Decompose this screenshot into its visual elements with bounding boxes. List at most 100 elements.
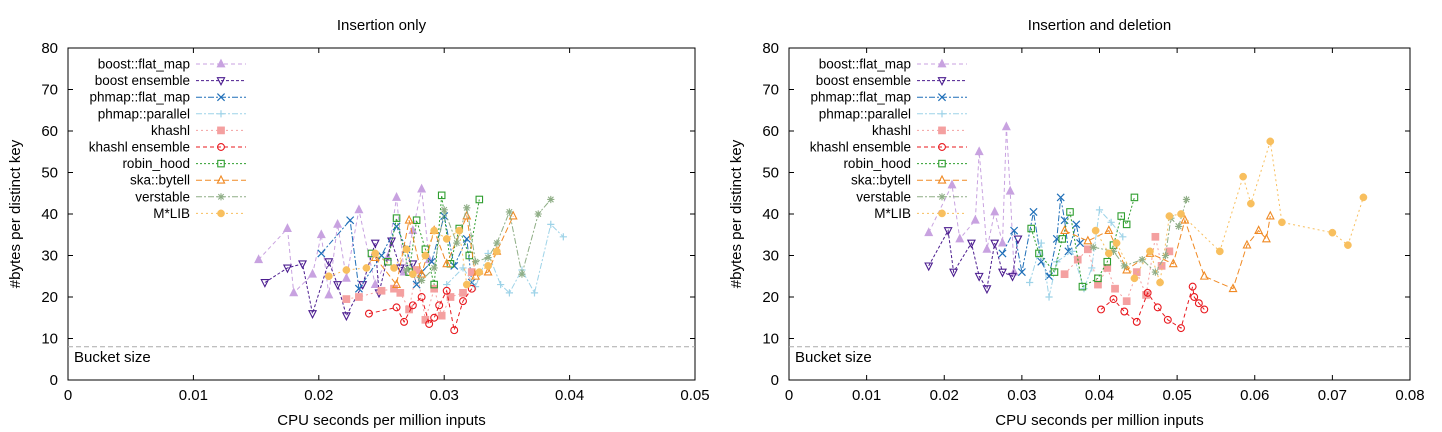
data-point [1045, 293, 1052, 300]
data-point [535, 210, 542, 217]
data-point [1131, 275, 1138, 282]
legend-entry-ska-bytell: ska::bytell [130, 173, 246, 188]
data-point [463, 204, 470, 211]
data-point [948, 181, 955, 188]
data-point [518, 271, 525, 278]
x-tick-label: 0.08 [1395, 387, 1424, 404]
data-point [1360, 194, 1367, 201]
data-point [1007, 187, 1014, 194]
chart-title: Insertion only [337, 17, 427, 34]
legend-label: M*LIB [874, 206, 911, 221]
y-tick-label: 80 [41, 40, 58, 57]
x-tick-label: 0.07 [1318, 387, 1347, 404]
data-point [956, 235, 963, 242]
y-tick-label: 70 [41, 82, 58, 99]
legend-entry-phmap-parallel: phmap::parallel [819, 106, 967, 121]
x-axis-label: CPU seconds per million inputs [995, 412, 1203, 429]
data-point [497, 281, 504, 288]
x-tick-label: 0.05 [1163, 387, 1192, 404]
data-point [1113, 239, 1120, 246]
legend-marker [217, 78, 224, 85]
legend-entry-m-lib: M*LIB [153, 206, 246, 221]
data-point [1030, 208, 1037, 215]
data-point [403, 246, 410, 253]
data-point [560, 233, 567, 240]
y-tick-label: 60 [41, 123, 58, 140]
data-point [422, 252, 429, 259]
legend-entry-boost-ensemble: boost ensemble [816, 73, 967, 88]
data-point [493, 239, 500, 246]
y-tick-label: 60 [762, 123, 779, 140]
data-point [431, 314, 438, 321]
legend-entry-boost-flat-map: boost::flat_map [98, 57, 246, 72]
data-point [403, 266, 410, 273]
x-tick-label: 0.03 [1007, 387, 1036, 404]
data-point [1069, 248, 1076, 255]
legend-label: ska::bytell [130, 173, 190, 188]
data-point [343, 295, 350, 302]
data-point [1146, 248, 1153, 255]
legend-entry-verstable: verstable [856, 189, 967, 204]
legend-marker [938, 127, 945, 134]
legend-marker [217, 193, 224, 200]
legend-marker [938, 176, 945, 183]
data-point [991, 208, 998, 215]
legend-label: phmap::parallel [819, 106, 911, 121]
legend-marker [938, 110, 945, 117]
legend-label: khashl [872, 123, 911, 138]
legend-entry-boost-ensemble: boost ensemble [95, 73, 246, 88]
data-point [999, 269, 1006, 276]
bucket-size-label: Bucket size [795, 349, 872, 366]
legend-marker [217, 127, 224, 134]
legend-label: robin_hood [122, 156, 190, 171]
series-line [929, 231, 1018, 289]
data-point [290, 289, 297, 296]
y-tick-label: 80 [762, 40, 779, 57]
y-tick-label: 0 [50, 372, 58, 389]
legend-marker [217, 110, 224, 117]
data-point [355, 206, 362, 213]
data-point [476, 196, 482, 202]
y-tick-label: 20 [762, 289, 779, 306]
legend-entry-robin-hood: robin_hood [843, 156, 967, 171]
data-point [1092, 227, 1099, 234]
y-axis-label: #bytes per distinct key [728, 139, 745, 288]
legend-label: khashl ensemble [89, 140, 190, 155]
data-point [1177, 210, 1184, 217]
y-tick-label: 30 [41, 248, 58, 265]
data-point [1123, 221, 1129, 227]
data-point [999, 250, 1006, 257]
data-point [925, 228, 932, 235]
series-boost-ensemble [925, 228, 1021, 293]
data-point [378, 287, 385, 294]
data-point [1123, 298, 1130, 305]
data-point [484, 254, 491, 261]
legend-label: boost::flat_map [819, 57, 911, 72]
data-point [418, 277, 425, 284]
data-point [431, 264, 438, 271]
data-point [1105, 226, 1112, 233]
data-point [1133, 318, 1140, 325]
data-point [1142, 291, 1149, 298]
data-point [372, 250, 379, 257]
series-boost-flat-map [255, 185, 433, 298]
data-point [284, 265, 291, 272]
legend-entry-khashl: khashl [151, 123, 246, 138]
x-tick-label: 0.06 [1240, 387, 1269, 404]
x-tick-label: 0 [64, 387, 72, 404]
y-tick-label: 0 [771, 372, 779, 389]
bucket-size-label: Bucket size [74, 349, 151, 366]
y-tick-label: 10 [41, 331, 58, 348]
legend-label: phmap::flat_map [89, 90, 190, 105]
data-point [459, 289, 466, 296]
data-point [441, 206, 448, 213]
y-tick-label: 70 [762, 82, 779, 99]
data-point [1216, 248, 1223, 255]
x-tick-label: 0.03 [430, 387, 459, 404]
data-point [418, 185, 425, 192]
data-point [431, 227, 438, 234]
data-point [1183, 196, 1190, 203]
legend-entry-boost-flat-map: boost::flat_map [819, 57, 967, 72]
